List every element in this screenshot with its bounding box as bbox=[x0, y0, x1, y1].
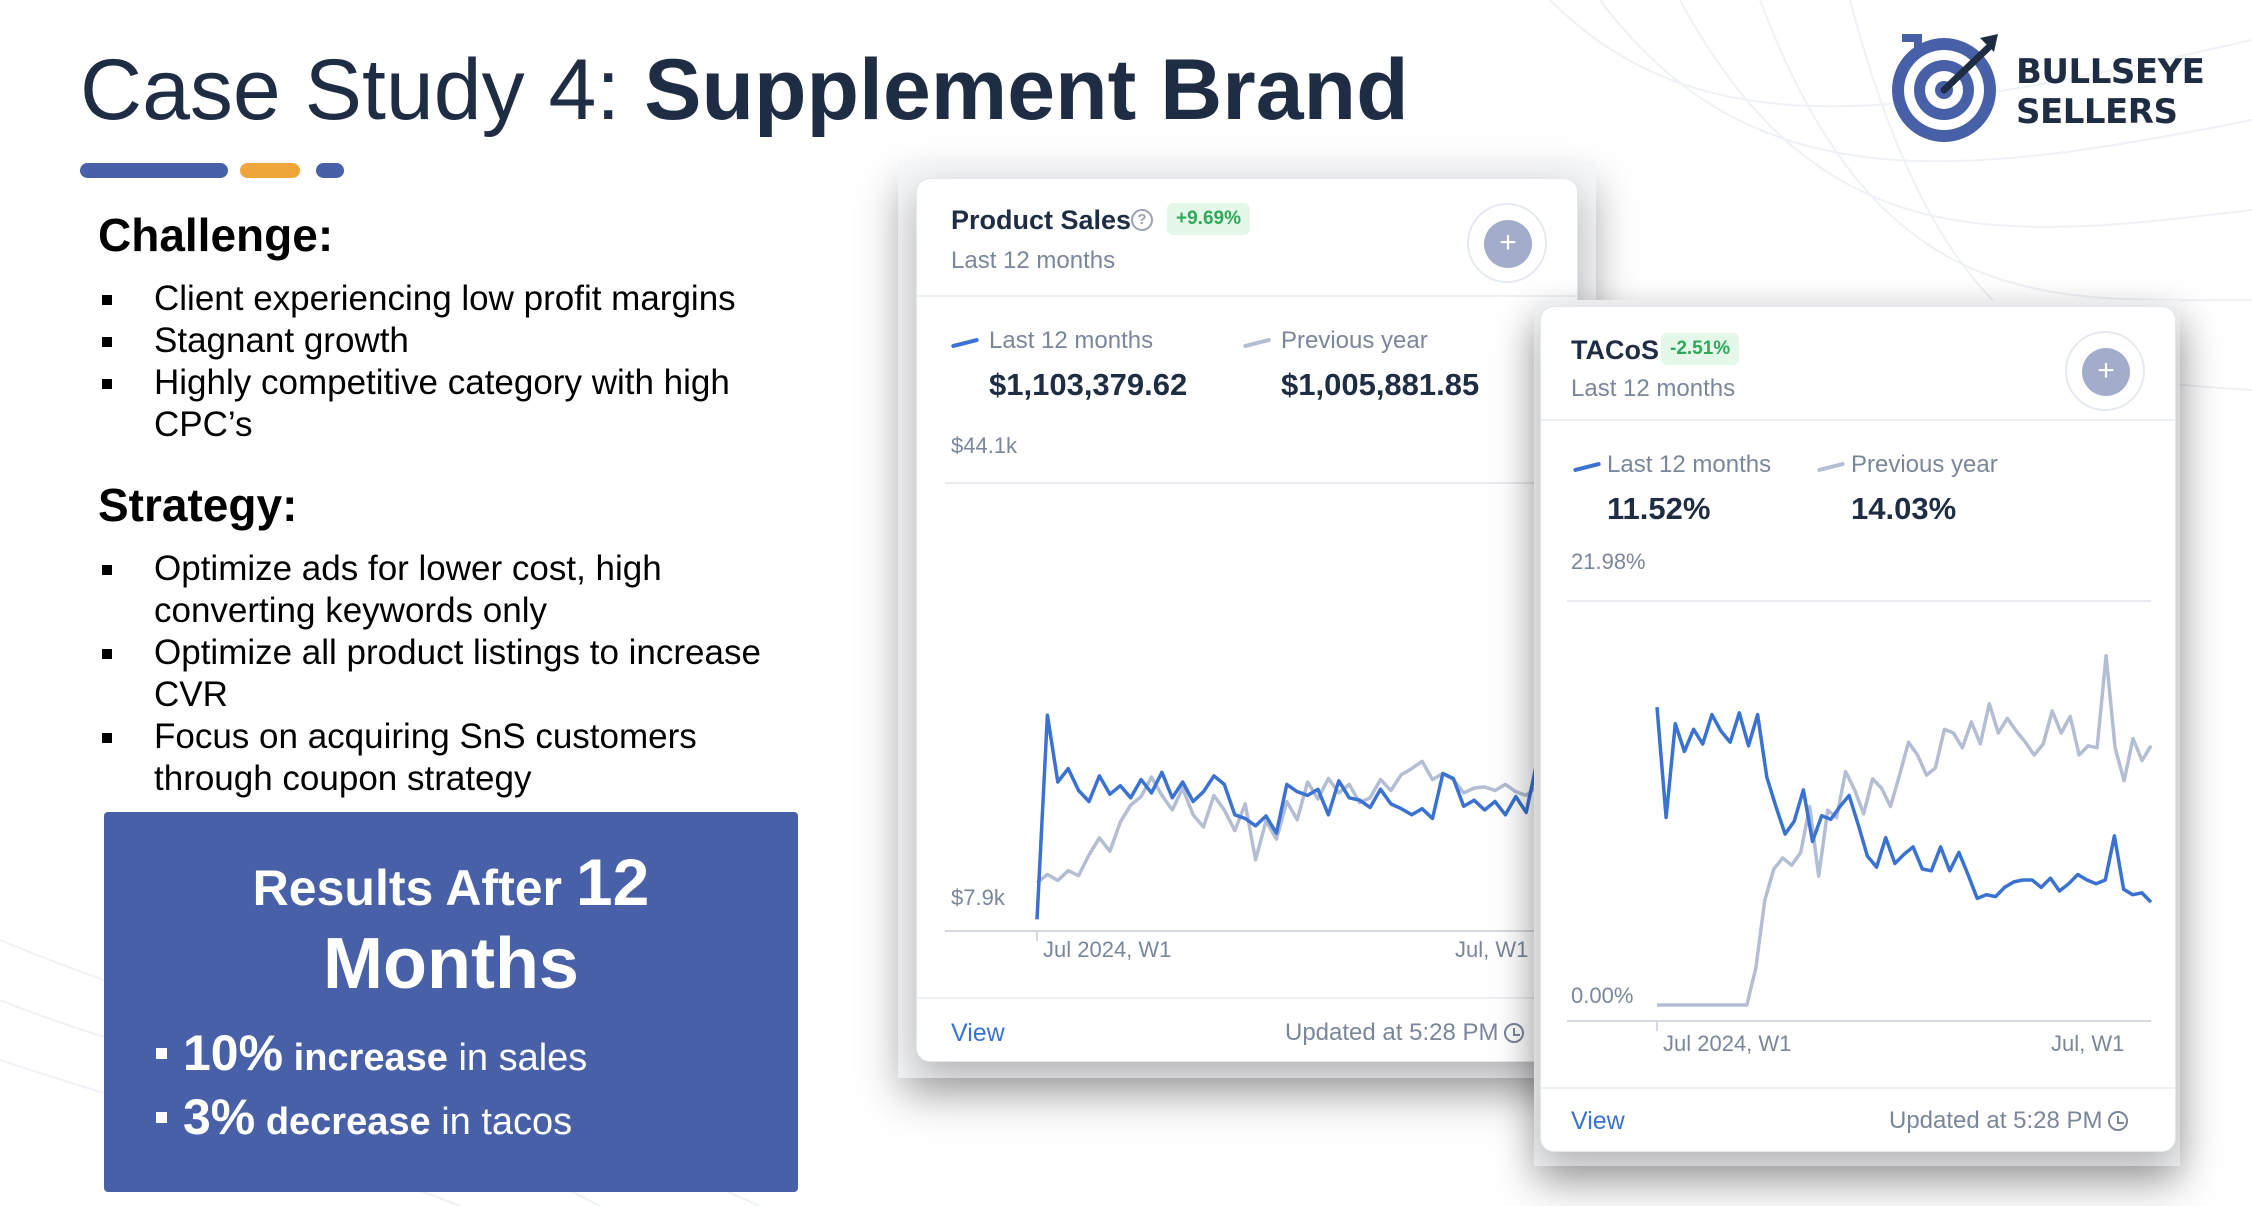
challenge-list: Client experiencing low profit margins S… bbox=[100, 278, 820, 446]
legend-previous-label: Previous year bbox=[1281, 327, 1428, 354]
logo-line-1: BULLSEYE bbox=[2016, 52, 2205, 92]
tacos-title: TACoS bbox=[1571, 335, 1659, 365]
result-tacos-line: 3% decrease in tacos bbox=[156, 1088, 572, 1146]
question-circle-icon[interactable]: ? bbox=[1131, 209, 1153, 231]
page-title: Case Study 4: Supplement Brand bbox=[80, 40, 1409, 140]
legend-previous-swatch bbox=[1242, 337, 1272, 349]
clock-icon bbox=[1504, 1023, 1525, 1043]
card-footer-divider bbox=[1541, 1087, 2175, 1089]
series-line-previous-year bbox=[1657, 654, 2153, 1007]
legend-previous-value: $1,005,881.85 bbox=[1281, 367, 1480, 402]
list-item: Stagnant growth bbox=[100, 320, 820, 362]
logo-line-2: SELLERS bbox=[2016, 92, 2178, 132]
product-sales-change-badge: +9.69% bbox=[1167, 203, 1250, 235]
updated-text: Updated at 5:28 PM bbox=[1889, 1107, 2103, 1134]
card-footer-divider bbox=[917, 997, 1577, 999]
strategy-heading: Strategy: bbox=[98, 479, 298, 531]
strategy-list: Optimize ads for lower cost, high conver… bbox=[100, 548, 800, 800]
list-item: Highly competitive category with high CP… bbox=[100, 362, 800, 446]
updated-text: Updated at 5:28 PM bbox=[1285, 1019, 1499, 1046]
page-title-prefix: Case Study 4: bbox=[80, 42, 645, 138]
product-sales-title: Product Sales bbox=[951, 205, 1132, 235]
bullet-square-icon bbox=[156, 1112, 167, 1124]
accent-bar-orange bbox=[240, 163, 300, 178]
product-sales-updated: Updated at 5:28 PM bbox=[1285, 1019, 1525, 1047]
page-title-bold: Supplement Brand bbox=[644, 42, 1409, 138]
series-line-last-12-months bbox=[1035, 514, 1549, 920]
x-axis-start-label: Jul 2024, W1 bbox=[1663, 1031, 1792, 1056]
result-sales-rest: in sales bbox=[458, 1037, 588, 1079]
legend-current-label: Last 12 months bbox=[1607, 451, 1772, 478]
accent-bar-small-blue bbox=[316, 163, 344, 178]
series-line-previous-year bbox=[1035, 759, 1548, 885]
legend-current-value: 11.52% bbox=[1607, 491, 1711, 526]
list-item: Optimize all product listings to increas… bbox=[100, 632, 800, 716]
result-tacos-bold: decrease bbox=[265, 1101, 431, 1143]
results-title-number: 12 bbox=[575, 845, 650, 919]
clock-icon bbox=[2108, 1111, 2129, 1131]
bullseye-sellers-logo: BULLSEYE SELLERS bbox=[1888, 30, 2205, 148]
result-sales-bold: increase bbox=[293, 1037, 448, 1079]
y-axis-max-label: $44.1k bbox=[951, 433, 1018, 458]
legend-previous-swatch bbox=[1816, 461, 1846, 473]
card-header-divider bbox=[917, 295, 1577, 297]
tacos-plot bbox=[1567, 600, 2153, 1031]
product-sales-view-link[interactable]: View bbox=[951, 1019, 1005, 1047]
plus-icon: + bbox=[2082, 348, 2130, 396]
y-axis-min-label: $7.9k bbox=[951, 885, 1005, 910]
card-header-divider bbox=[1541, 419, 2175, 421]
product-sales-subtitle: Last 12 months bbox=[951, 247, 1116, 274]
tacos-card: TACoS -2.51% Last 12 months + Last 12 mo… bbox=[1540, 306, 2176, 1152]
list-item: Focus on acquiring SnS customers through… bbox=[100, 716, 800, 800]
legend-current-value: $1,103,379.62 bbox=[989, 367, 1188, 402]
tacos-subtitle: Last 12 months bbox=[1571, 375, 1736, 402]
product-sales-plot bbox=[945, 482, 1549, 941]
y-axis-min-label: 0.00% bbox=[1571, 983, 1634, 1008]
list-item: Client experiencing low profit margins bbox=[100, 278, 820, 320]
legend-previous-label: Previous year bbox=[1851, 451, 1998, 478]
legend-current-swatch bbox=[1572, 461, 1602, 473]
logo-wordmark: BULLSEYE SELLERS bbox=[2016, 52, 2205, 132]
tacos-updated: Updated at 5:28 PM bbox=[1889, 1107, 2129, 1135]
x-axis-start-label: Jul 2024, W1 bbox=[1043, 937, 1172, 962]
results-box: Results After 12 Months 10% increase in … bbox=[104, 812, 798, 1192]
legend-previous-value: 14.03% bbox=[1851, 491, 1957, 526]
product-sales-card: Product Sales ? +9.69% Last 12 months + … bbox=[916, 178, 1578, 1062]
result-sales-value: 10% bbox=[183, 1025, 284, 1081]
x-axis-end-label: Jul, W1 bbox=[2051, 1031, 2125, 1056]
results-title-prefix: Results After bbox=[252, 860, 576, 916]
x-axis-end-label: Jul, W1 bbox=[1455, 937, 1529, 962]
tacos-change-badge: -2.51% bbox=[1661, 333, 1740, 365]
results-title-months: Months bbox=[323, 924, 579, 1004]
series-line-last-12-months bbox=[1655, 707, 2153, 904]
legend-current-swatch bbox=[950, 337, 980, 349]
result-tacos-rest: in tacos bbox=[441, 1101, 573, 1143]
result-sales-line: 10% increase in sales bbox=[156, 1024, 587, 1082]
bullseye-target-icon bbox=[1892, 34, 1998, 142]
y-axis-max-label: 21.98% bbox=[1571, 549, 1646, 574]
list-item: Optimize ads for lower cost, high conver… bbox=[100, 548, 800, 632]
tacos-view-link[interactable]: View bbox=[1571, 1107, 1625, 1135]
results-title: Results After 12 bbox=[104, 849, 798, 920]
bullet-square-icon bbox=[156, 1048, 167, 1060]
legend-current-label: Last 12 months bbox=[989, 327, 1154, 354]
challenge-heading: Challenge: bbox=[98, 209, 334, 261]
product-sales-add-button[interactable]: + bbox=[1467, 203, 1547, 283]
plus-icon: + bbox=[1484, 220, 1532, 268]
accent-bar-blue bbox=[80, 163, 228, 178]
result-tacos-value: 3% bbox=[183, 1089, 256, 1145]
tacos-add-button[interactable]: + bbox=[2065, 331, 2145, 411]
